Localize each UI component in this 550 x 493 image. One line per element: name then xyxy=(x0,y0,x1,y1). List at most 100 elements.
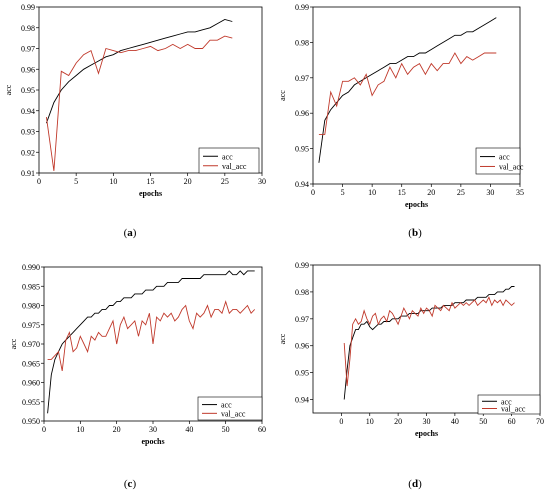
y-tick-label: 0.99 xyxy=(21,3,35,12)
x-tick-label: 0 xyxy=(339,417,343,426)
y-tick-label: 0.990 xyxy=(22,263,40,272)
legend-box xyxy=(197,396,263,421)
series-line-acc xyxy=(45,19,233,124)
x-tick-label: 10 xyxy=(368,188,376,197)
x-tick-label: 20 xyxy=(394,417,402,426)
y-tick-label: 0.950 xyxy=(22,417,40,426)
legend-box xyxy=(475,147,521,175)
y-axis-label: acc xyxy=(278,90,287,101)
x-tick-label: 40 xyxy=(185,425,193,434)
series-line-val-acc xyxy=(45,35,233,171)
x-tick-label: 50 xyxy=(222,425,230,434)
x-tick-label: 60 xyxy=(258,425,266,434)
y-tick-label: 0.91 xyxy=(21,169,35,178)
y-tick-label: 0.965 xyxy=(22,359,40,368)
legend-label-acc: acc xyxy=(221,401,232,410)
legend-label-acc: acc xyxy=(499,153,510,162)
y-tick-label: 0.99 xyxy=(295,261,309,270)
x-tick-label: 25 xyxy=(221,177,229,186)
panel-caption: (b) xyxy=(408,227,422,239)
x-tick-label: 0 xyxy=(37,177,41,186)
y-tick-label: 0.95 xyxy=(295,145,309,154)
x-tick-label: 10 xyxy=(366,417,374,426)
y-axis-label: acc xyxy=(4,84,13,95)
x-axis-label: epochs xyxy=(405,200,428,209)
x-tick-label: 40 xyxy=(451,417,459,426)
y-tick-label: 0.94 xyxy=(295,396,309,405)
y-tick-label: 0.96 xyxy=(295,342,309,351)
y-tick-label: 0.960 xyxy=(22,379,40,388)
x-tick-label: 30 xyxy=(258,177,266,186)
y-tick-label: 0.95 xyxy=(21,86,35,95)
y-tick-label: 0.95 xyxy=(295,369,309,378)
panel-caption: (d) xyxy=(408,478,422,490)
y-tick-label: 0.98 xyxy=(295,288,309,297)
x-tick-label: 5 xyxy=(74,177,78,186)
x-tick-label: 35 xyxy=(516,188,524,197)
y-tick-label: 0.970 xyxy=(22,340,40,349)
x-tick-label: 20 xyxy=(427,188,435,197)
panel-caption: (c) xyxy=(124,478,137,490)
x-tick-label: 15 xyxy=(147,177,155,186)
y-tick-label: 0.98 xyxy=(21,24,35,33)
x-tick-label: 15 xyxy=(398,188,406,197)
y-tick-label: 0.92 xyxy=(21,148,35,157)
plot-frame xyxy=(312,264,541,414)
legend-label-val-acc: val_acc xyxy=(221,409,246,418)
x-tick-label: 5 xyxy=(341,188,345,197)
series-line-acc xyxy=(47,270,255,414)
y-tick-label: 0.980 xyxy=(22,302,40,311)
panel-caption: (a) xyxy=(124,227,137,239)
series-line-val-acc xyxy=(47,300,256,371)
y-tick-label: 0.985 xyxy=(22,282,40,291)
x-tick-label: 20 xyxy=(184,177,192,186)
x-tick-label: 0 xyxy=(42,425,46,434)
chart-panel-2: 0 5 10 15 20 25 30 35 0.94 0.95 0.96 0.97 0.98 0.99 ep… xyxy=(278,3,524,239)
x-tick-label: 10 xyxy=(109,177,117,186)
y-tick-label: 0.98 xyxy=(295,38,309,47)
y-tick-label: 0.96 xyxy=(295,109,309,118)
legend-label-acc: acc xyxy=(501,397,512,406)
x-tick-label: 10 xyxy=(76,425,84,434)
chart-panel-3: 0 10 20 30 40 50 60 0.950 0.955 0.960 0.965 0.970 0.… xyxy=(9,263,266,490)
x-tick-label: 30 xyxy=(486,188,494,197)
y-tick-label: 0.955 xyxy=(22,398,40,407)
series-line-val-acc xyxy=(318,52,497,135)
x-tick-label: 50 xyxy=(479,417,487,426)
y-axis-label: acc xyxy=(278,333,287,344)
y-tick-label: 0.93 xyxy=(21,128,35,137)
y-tick-label: 0.97 xyxy=(295,74,309,83)
x-tick-label: 0 xyxy=(311,188,315,197)
chart-panel-4: 0 10 20 30 40 50 60 70 0.94 0.95 0.96 0.97 0.98 0.99 e… xyxy=(278,261,544,490)
series-line-val-acc xyxy=(343,296,515,387)
x-tick-label: 70 xyxy=(536,417,544,426)
y-tick-label: 0.99 xyxy=(295,3,309,12)
legend-label-acc: acc xyxy=(222,152,233,161)
x-tick-label: 60 xyxy=(508,417,516,426)
x-tick-label: 25 xyxy=(457,188,465,197)
y-tick-label: 0.94 xyxy=(295,180,309,189)
y-tick-label: 0.96 xyxy=(21,65,35,74)
legend-label-val-acc: val_acc xyxy=(501,404,526,413)
legend-box xyxy=(477,394,541,415)
x-axis-label: epochs xyxy=(415,429,438,438)
x-tick-label: 30 xyxy=(149,425,157,434)
x-axis-label: epochs xyxy=(141,437,164,446)
y-tick-label: 0.94 xyxy=(21,107,35,116)
chart-panel-1: 0 5 10 15 20 25 30 0.91 0.92 0.93 0.94 0.95 0.96 0.97… xyxy=(4,3,266,239)
series-line-acc xyxy=(343,286,515,400)
x-tick-label: 30 xyxy=(423,417,431,426)
y-tick-label: 0.97 xyxy=(21,45,35,54)
y-axis-label: acc xyxy=(9,338,18,349)
series-line-acc xyxy=(318,17,497,163)
y-tick-label: 0.97 xyxy=(295,315,309,324)
legend-label-val-acc: val_acc xyxy=(222,162,247,171)
x-axis-label: epochs xyxy=(139,189,162,198)
plot-frame xyxy=(312,6,521,185)
legend-label-val-acc: val_acc xyxy=(499,162,524,171)
legend-box xyxy=(198,147,260,174)
